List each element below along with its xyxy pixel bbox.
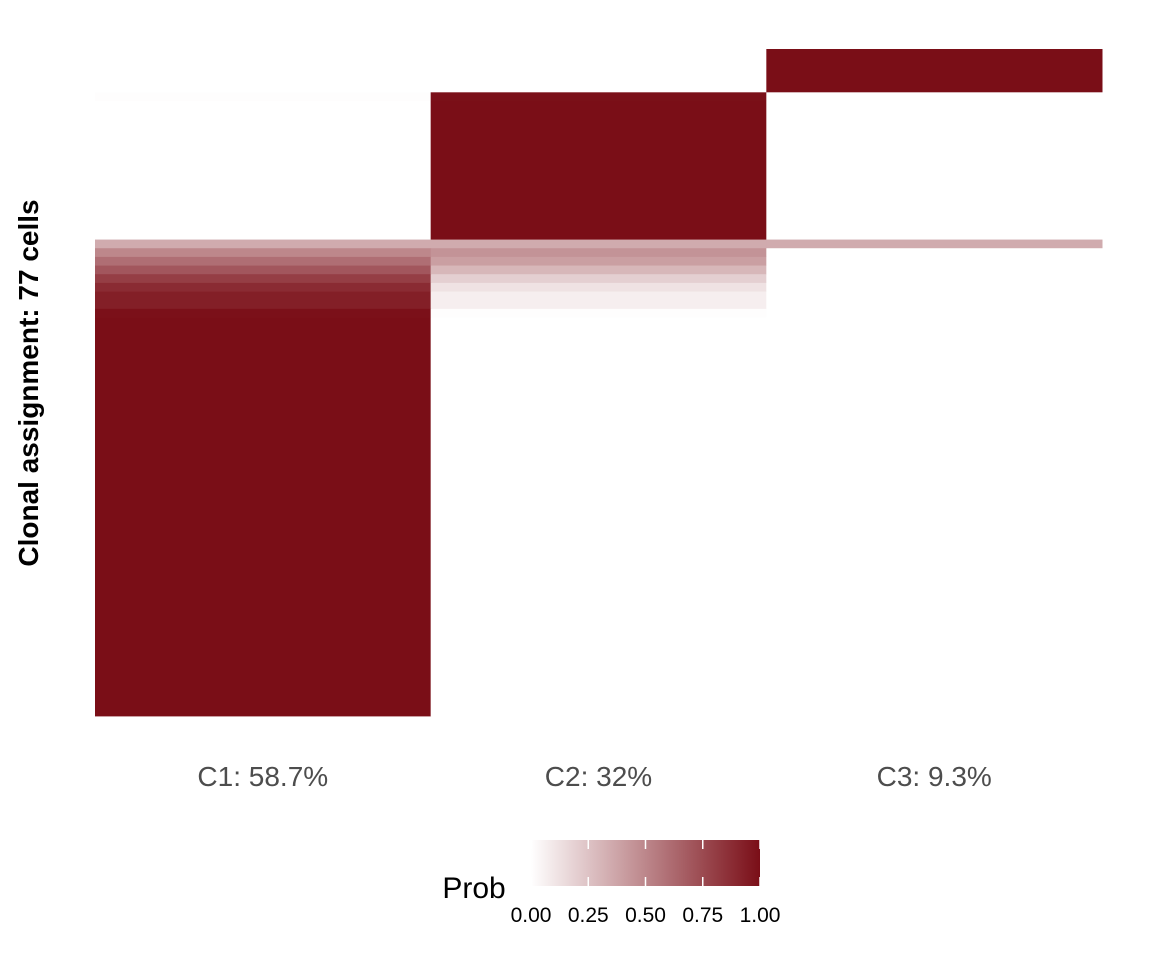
heatmap-cell-group0-c2: [430, 49, 767, 93]
heatmap-cell-group6-c1: [95, 265, 432, 275]
legend-tick-label-4: 1.00: [740, 904, 781, 927]
legend-tick-label-3: 0.75: [682, 904, 723, 927]
heatmap-cell-group3-c1: [95, 239, 432, 249]
heatmap-cell-group10-c1: [95, 308, 432, 318]
heatmap-cell-group7-c3: [766, 274, 1103, 284]
legend-ticks: 0.00 0.25 0.50 0.75 1.00: [511, 840, 781, 927]
heatmap-cell-group8-c3: [766, 282, 1103, 292]
x-tick-label-c2: C2: 32%: [545, 761, 652, 792]
heatmap-cell-group2-c3: [766, 100, 1103, 240]
heatmap-cell-group2-c1: [95, 100, 432, 240]
heatmap-cell-group4-c3: [766, 248, 1103, 258]
heatmap-cell-group4-c2: [430, 248, 767, 258]
heatmap-cell-group9-c2: [430, 291, 767, 310]
color-legend: Prob 0.00 0.25 0.50 0.75 1.00: [442, 840, 780, 927]
heatmap-cell-group6-c3: [766, 265, 1103, 275]
heatmap-cell-group8-c2: [430, 282, 767, 292]
heatmap-cell-group11-c2: [430, 317, 767, 717]
heatmap-cell-group6-c2: [430, 265, 767, 275]
heatmap-cells: [95, 49, 1103, 717]
y-axis-label: Clonal assignment: 77 cells: [13, 199, 44, 566]
heatmap-cell-group8-c1: [95, 282, 432, 292]
heatmap-cell-group9-c3: [766, 291, 1103, 310]
heatmap-cell-group1-c1: [95, 92, 432, 102]
heatmap-cell-group2-c2: [430, 100, 767, 240]
heatmap-cell-group1-c3: [766, 92, 1103, 102]
legend-tick-label-0: 0.00: [511, 904, 552, 927]
heatmap-cell-group0-c1: [95, 49, 432, 93]
heatmap-cell-group0-c3: [766, 49, 1103, 93]
heatmap-cell-group3-c2: [430, 239, 767, 249]
heatmap-cell-group5-c2: [430, 256, 767, 266]
heatmap-cell-group7-c2: [430, 274, 767, 284]
heatmap-cell-group4-c1: [95, 248, 432, 258]
heatmap-cell-group10-c2: [430, 308, 767, 318]
heatmap-cell-group9-c1: [95, 291, 432, 310]
heatmap-cell-group5-c3: [766, 256, 1103, 266]
heatmap-cell-group11-c3: [766, 317, 1103, 717]
heatmap-cell-group11-c1: [95, 317, 432, 717]
heatmap-cell-group1-c2: [430, 92, 767, 102]
x-tick-label-c1: C1: 58.7%: [197, 761, 328, 792]
x-tick-label-c3: C3: 9.3%: [877, 761, 992, 792]
heatmap-cell-group5-c1: [95, 256, 432, 266]
x-axis-ticks: C1: 58.7% C2: 32% C3: 9.3%: [197, 761, 991, 792]
legend-title: Prob: [442, 872, 505, 905]
legend-tick-label-2: 0.50: [625, 904, 666, 927]
heatmap-cell-group3-c3: [766, 239, 1103, 249]
heatmap-cell-group7-c1: [95, 274, 432, 284]
heatmap-cell-group10-c3: [766, 308, 1103, 318]
legend-tick-label-1: 0.25: [568, 904, 609, 927]
